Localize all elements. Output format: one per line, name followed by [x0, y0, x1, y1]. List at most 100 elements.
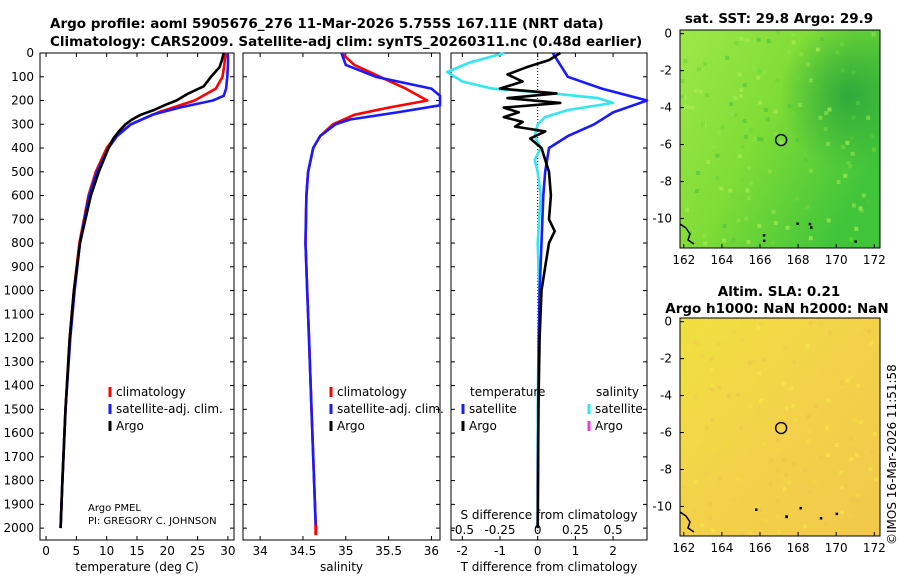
map-pixel: [840, 380, 845, 385]
map-pixel: [851, 70, 856, 75]
y-tick-label: 1400: [3, 379, 34, 393]
map-pixel: [695, 439, 700, 444]
map-pixel: [827, 107, 832, 112]
map-pixel: [839, 485, 844, 490]
y-tick-label: -8: [660, 174, 672, 188]
map-pixel: [791, 404, 796, 409]
map-pixel: [776, 514, 781, 519]
map-pixel: [814, 403, 818, 408]
map-pixel: [742, 119, 747, 124]
x-tick-label: 1: [572, 544, 580, 558]
y-tick-label: 0: [664, 315, 672, 329]
y-tick-label: 900: [11, 260, 34, 274]
map-pixel: [787, 480, 792, 485]
map-pixel: [730, 111, 734, 116]
map-pixel: [820, 37, 825, 42]
map-pixel: [803, 157, 808, 162]
island-mark: [819, 517, 823, 520]
map-pixel: [799, 52, 804, 57]
map-pixel: [781, 457, 786, 462]
map-pixel: [694, 189, 699, 193]
x-tick-label: 35.5: [375, 544, 402, 558]
map-pixel: [711, 48, 716, 52]
map-pixel: [739, 88, 744, 92]
y-tick-label: 0: [26, 46, 34, 60]
map-pixel: [855, 493, 860, 498]
x-tick-label: 170: [825, 253, 848, 267]
top-x-tick-label: -0.5: [451, 523, 474, 537]
map-pixel: [716, 401, 721, 406]
map-pixel: [758, 406, 763, 411]
map-pixel: [793, 418, 798, 423]
y-tick-label: 200: [11, 94, 34, 108]
y-tick-label: 1200: [3, 331, 34, 345]
map-pixel: [775, 79, 780, 83]
map-pixel: [851, 203, 856, 208]
legend-temp-argo-label: Argo: [116, 419, 144, 433]
map-pixel: [765, 117, 770, 122]
map-pixel: [861, 193, 866, 198]
map-pixel: [826, 398, 831, 403]
map-pixel: [694, 89, 699, 93]
map-pixel: [739, 36, 744, 41]
y-tick-label: 1500: [3, 402, 34, 416]
map-pixel: [764, 518, 769, 523]
map-pixel: [691, 508, 696, 513]
map-pixel: [820, 203, 825, 207]
map-pixel: [780, 473, 785, 478]
map-pixel: [807, 470, 812, 475]
y-tick-label: -2: [660, 64, 672, 78]
map-pixel: [740, 337, 744, 342]
map-pixel: [709, 368, 714, 373]
island-mark: [808, 222, 812, 226]
map-pixel: [798, 103, 803, 108]
map-pixel: [856, 101, 860, 106]
map-pixel: [843, 173, 848, 178]
series-line-argo: [59, 52, 225, 529]
map-pixel: [819, 321, 824, 326]
map-pixel: [759, 322, 764, 327]
y-tick-label: 700: [11, 212, 34, 226]
map-pixel: [845, 140, 850, 145]
y-tick-label: 1000: [3, 284, 34, 298]
map-pixel: [854, 226, 859, 231]
top-x-tick-label: 0.25: [562, 523, 589, 537]
map-pixel: [746, 240, 751, 245]
map-pixel: [779, 140, 784, 145]
map-pixel: [748, 181, 753, 186]
map-pixel: [752, 137, 757, 142]
y-tick-label: 400: [11, 141, 34, 155]
map-pixel: [836, 180, 841, 184]
y-tick-label: 1100: [3, 307, 34, 321]
x-tick-label: 164: [710, 541, 733, 555]
map-pixel: [737, 154, 742, 159]
map-pixel: [839, 470, 844, 475]
map-pixel: [762, 442, 766, 447]
x-tick-label: 5: [73, 544, 81, 558]
map-pixel: [795, 138, 800, 142]
x-tick-label: 34.5: [290, 544, 317, 558]
map-pixel: [740, 531, 745, 536]
map-pixel: [858, 420, 863, 425]
map-pixel: [826, 141, 831, 146]
y-tick-label: 500: [11, 165, 34, 179]
map-pixel: [733, 113, 738, 118]
map-pixel: [820, 366, 825, 371]
map-pixel: [870, 134, 875, 139]
map-pixel: [775, 468, 780, 473]
sla-map-title: Altim. SLA: 0.21: [718, 284, 840, 300]
map-pixel: [849, 437, 854, 442]
map-pixel: [769, 458, 774, 463]
map-pixel: [690, 116, 695, 121]
map-pixel: [782, 382, 786, 386]
map-pixel: [719, 186, 724, 191]
map-pixel: [700, 122, 705, 127]
map-pixel: [868, 340, 873, 345]
legend-sal-climatology-label: climatology: [337, 385, 407, 399]
y-tick-label: 1900: [3, 497, 34, 511]
map-pixel: [836, 369, 841, 374]
map-pixel: [752, 67, 757, 72]
map-pixel: [766, 39, 771, 44]
map-pixel: [795, 76, 800, 81]
series-line-satellite: [304, 52, 442, 529]
